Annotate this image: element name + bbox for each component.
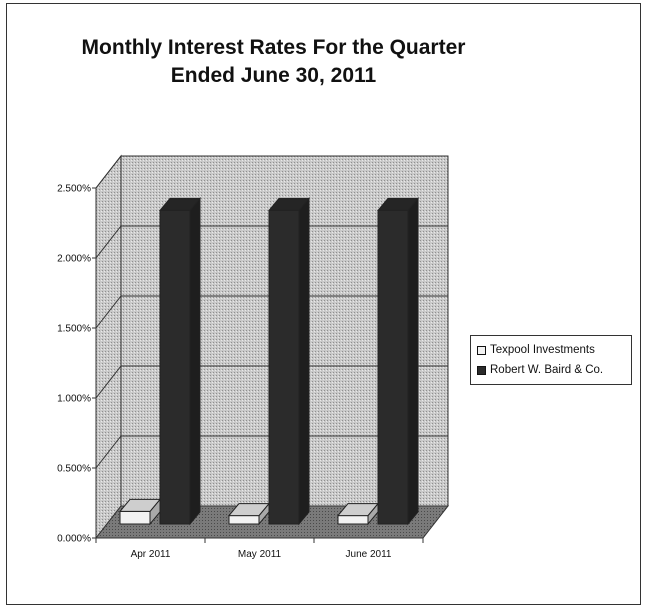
legend-label-texpool: Texpool Investments <box>490 344 595 356</box>
bar-top <box>158 197 202 211</box>
bar-front <box>159 209 191 525</box>
bars <box>118 197 420 526</box>
gridline <box>95 365 448 399</box>
bar-side <box>189 197 201 526</box>
bar-top <box>376 197 420 211</box>
legend-swatch-texpool <box>477 345 486 355</box>
bar-texpool-2 <box>336 502 380 526</box>
y-tick-label: 1.000% <box>57 394 91 405</box>
bar-texpool-1 <box>227 502 271 526</box>
bar-side <box>298 197 310 526</box>
gridline <box>95 225 448 259</box>
y-tick-label: 0.000% <box>57 534 91 545</box>
x-tick-label: Apr 2011 <box>131 549 171 560</box>
side-wall <box>95 154 122 540</box>
legend: Texpool Investments Robert W. Baird & Co… <box>470 335 632 385</box>
gridline <box>95 155 448 189</box>
bar-top <box>267 197 311 211</box>
bar-baird-2 <box>376 197 420 526</box>
bar-front <box>268 209 300 525</box>
bar-baird-0 <box>158 197 202 526</box>
y-tick-label: 0.500% <box>57 464 91 475</box>
y-tick-label: 1.500% <box>57 324 91 335</box>
gridlines <box>95 155 448 469</box>
legend-entry-texpool: Texpool Investments <box>477 340 625 360</box>
gridline <box>95 295 448 329</box>
legend-swatch-baird <box>477 365 486 375</box>
y-tick-label: 2.000% <box>57 254 91 265</box>
legend-entry-baird: Robert W. Baird & Co. <box>477 360 625 380</box>
x-tick-label: June 2011 <box>346 549 392 560</box>
chart-title: Monthly Interest Rates For the Quarter E… <box>81 36 466 87</box>
bar-side <box>407 197 419 526</box>
bar-front <box>228 515 260 525</box>
gridline <box>95 435 448 469</box>
bar-front <box>119 510 151 525</box>
legend-label-baird: Robert W. Baird & Co. <box>490 364 604 376</box>
y-tick-label: 2.500% <box>57 184 91 195</box>
bar-front <box>377 209 409 525</box>
x-tick-label: May 2011 <box>238 549 282 560</box>
bar-front <box>337 515 369 525</box>
bar-baird-1 <box>267 197 311 526</box>
axes: 0.000% 0.500% 1.000% 1.500% 2.000% 2.500% Apr … <box>57 184 424 560</box>
bar-texpool-0 <box>118 498 162 526</box>
